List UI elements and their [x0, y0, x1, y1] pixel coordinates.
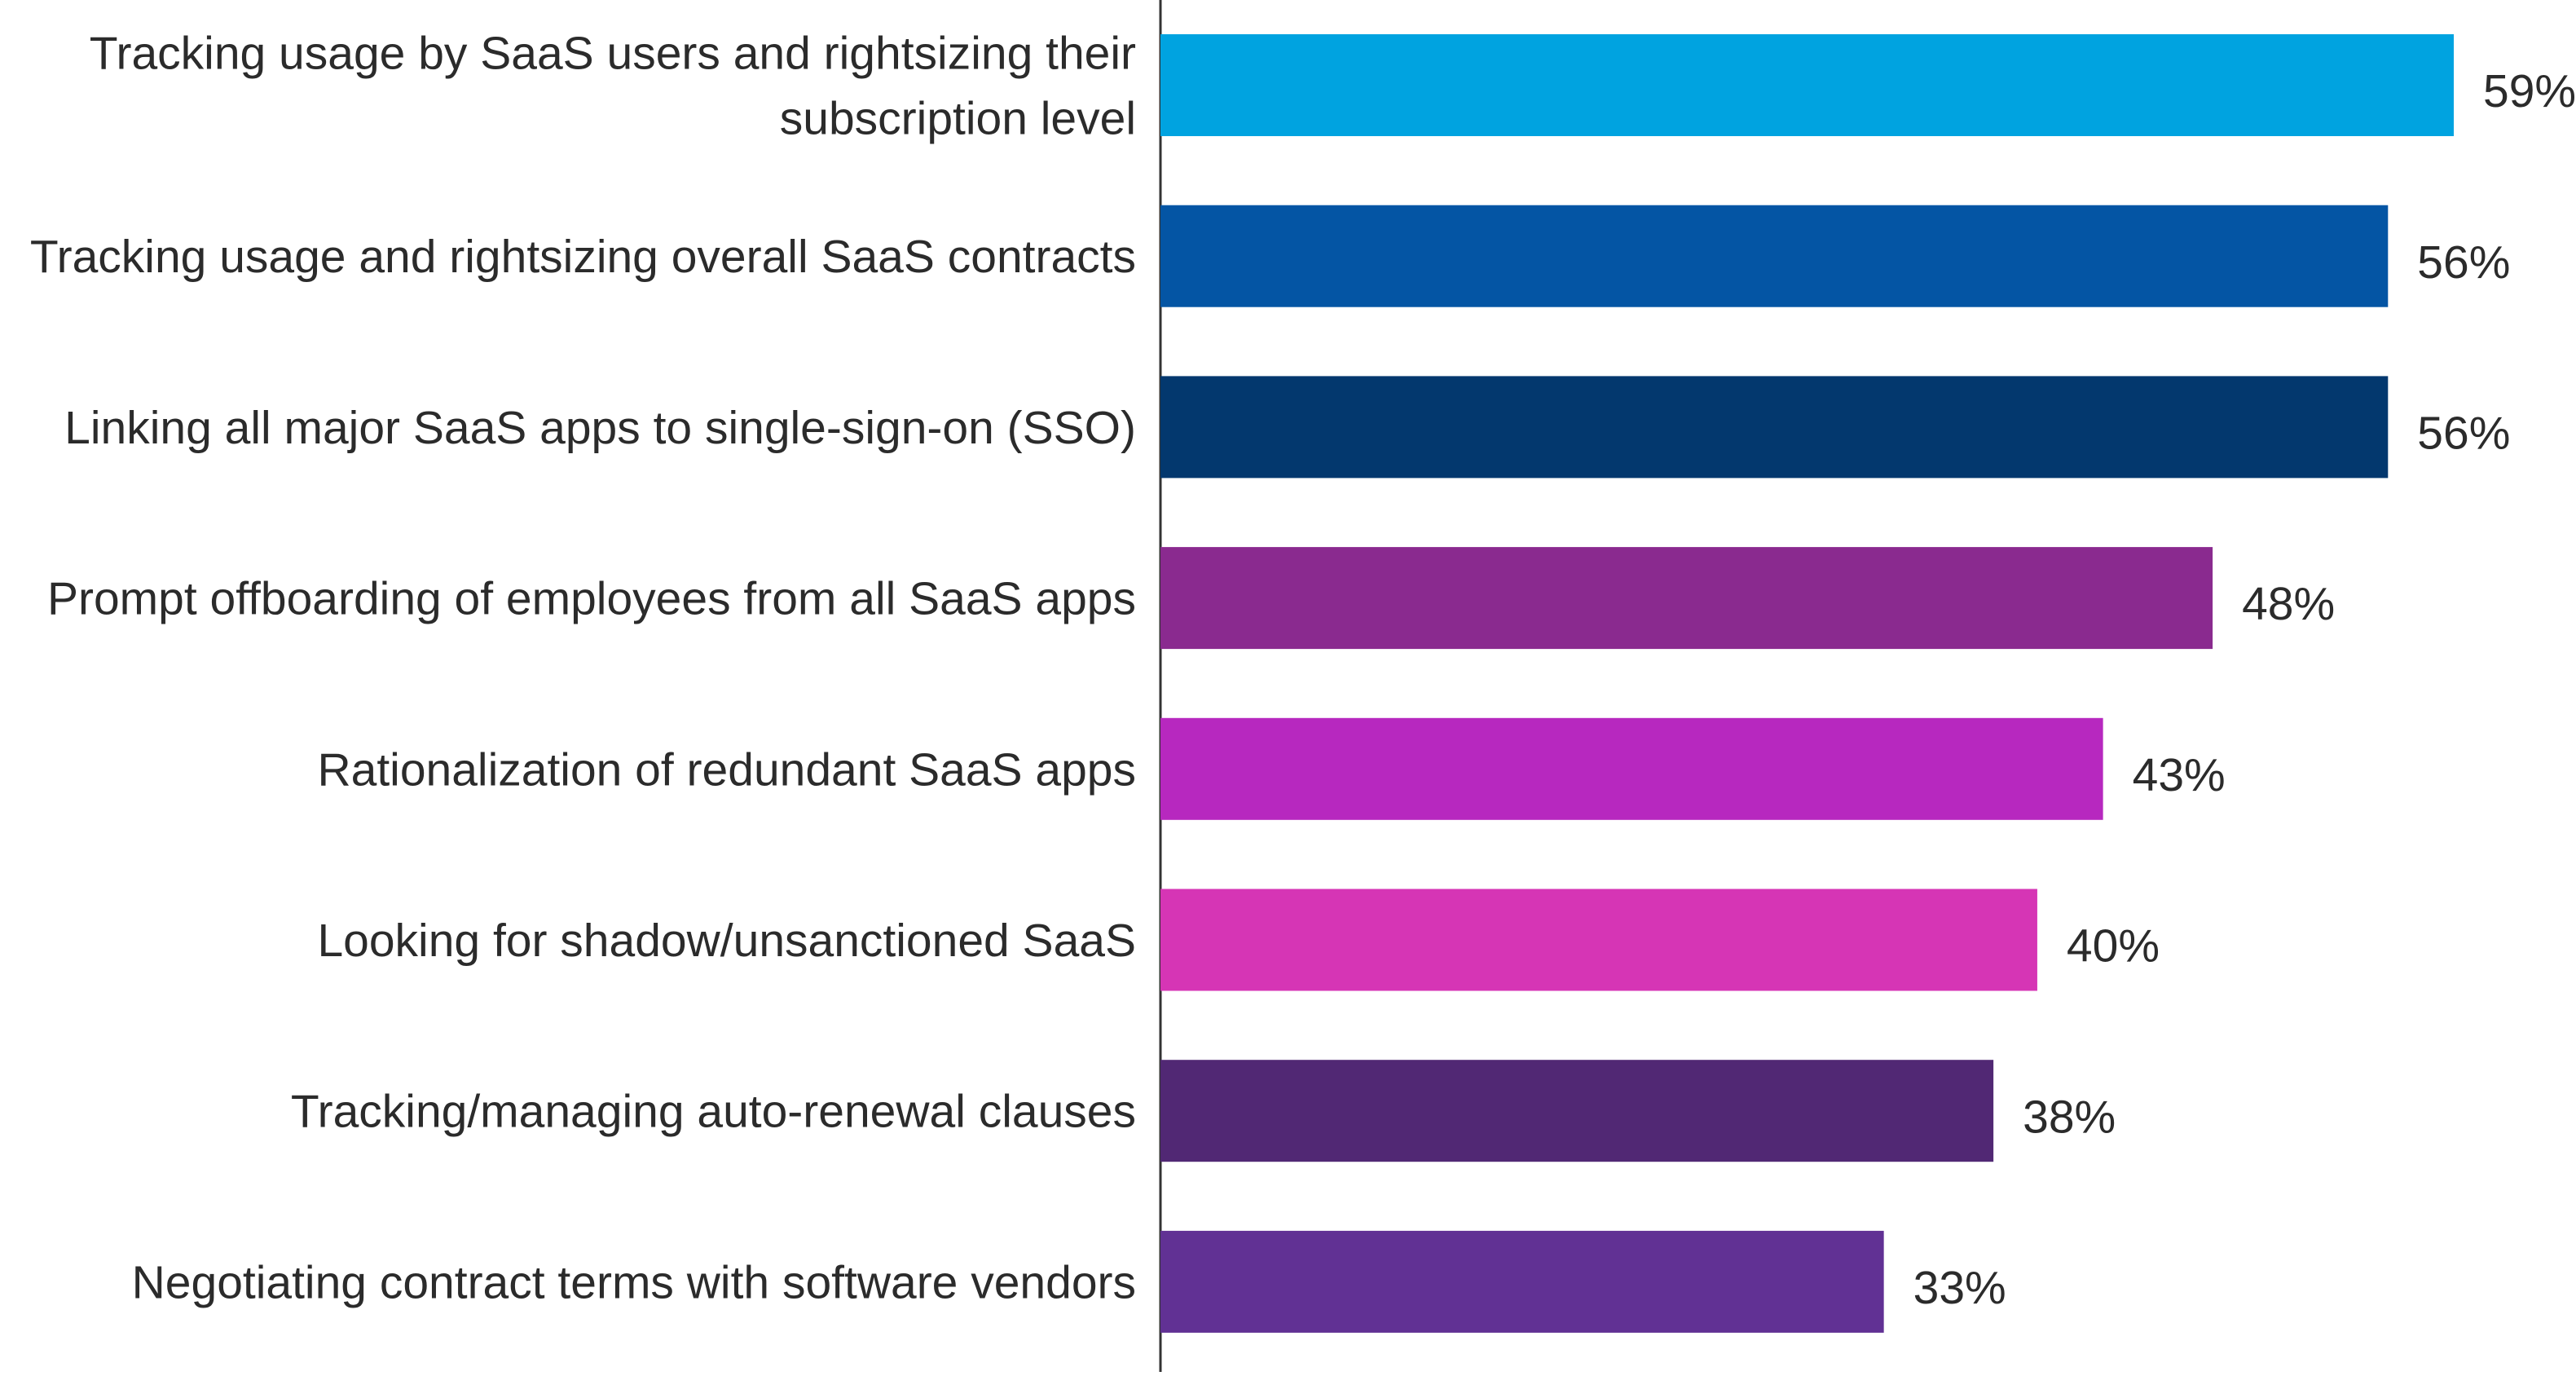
bar-3: [1160, 547, 2213, 650]
category-label-line: subscription level: [780, 93, 1136, 145]
data-label-1: 56%: [2417, 236, 2510, 289]
data-label-6: 38%: [2023, 1091, 2116, 1143]
bar-5: [1160, 889, 2037, 991]
data-label-2: 56%: [2417, 407, 2510, 459]
category-label-line: Looking for shadow/unsanctioned SaaS: [317, 915, 1136, 967]
category-label-0: Tracking usage by SaaS users and rightsi…: [90, 28, 1136, 145]
bar-2: [1160, 376, 2389, 479]
category-label-6: Tracking/managing auto-renewal clauses: [291, 1086, 1136, 1138]
category-label-line: Negotiating contract terms with software…: [132, 1256, 1136, 1308]
bar-4: [1160, 717, 2103, 820]
data-label-4: 43%: [2133, 749, 2226, 801]
bar-1: [1160, 205, 2389, 307]
data-label-7: 33%: [1913, 1262, 2006, 1314]
bar-6: [1160, 1060, 1994, 1162]
bar-7: [1160, 1230, 1884, 1333]
category-label-line: Rationalization of redundant SaaS apps: [317, 743, 1136, 796]
bar-0: [1160, 34, 2454, 136]
category-label-3: Prompt offboarding of employees from all…: [47, 573, 1136, 625]
data-label-0: 59%: [2483, 65, 2576, 117]
data-label-5: 40%: [2067, 920, 2160, 972]
category-label-5: Looking for shadow/unsanctioned SaaS: [317, 915, 1136, 967]
category-label-line: Linking all major SaaS apps to single-si…: [64, 402, 1136, 454]
category-label-2: Linking all major SaaS apps to single-si…: [64, 402, 1136, 454]
data-label-3: 48%: [2242, 578, 2335, 630]
category-label-line: Tracking usage and rightsizing overall S…: [30, 231, 1136, 283]
category-label-line: Tracking/managing auto-renewal clauses: [291, 1086, 1136, 1138]
category-label-1: Tracking usage and rightsizing overall S…: [30, 231, 1136, 283]
category-label-line: Tracking usage by SaaS users and rightsi…: [90, 28, 1136, 80]
category-label-line: Prompt offboarding of employees from all…: [47, 573, 1136, 625]
category-label-4: Rationalization of redundant SaaS apps: [317, 743, 1136, 796]
category-label-7: Negotiating contract terms with software…: [132, 1256, 1136, 1308]
